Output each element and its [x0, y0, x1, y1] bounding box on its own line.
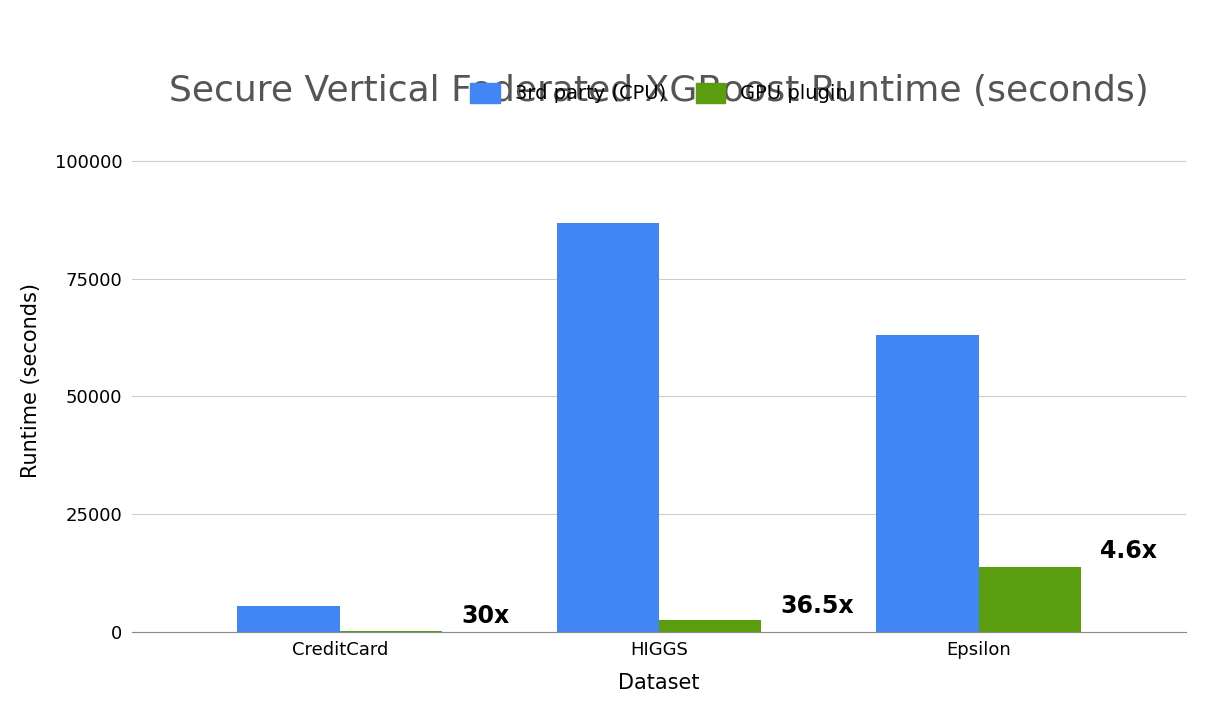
Title: Secure Vertical Federated XGBoost Runtime (seconds): Secure Vertical Federated XGBoost Runtim…: [169, 74, 1149, 108]
Text: 4.6x: 4.6x: [1100, 539, 1158, 563]
Text: 30x: 30x: [461, 604, 509, 628]
Bar: [659, 620, 762, 632]
Legend: 3rd party (CPU), GPU plugin: 3rd party (CPU), GPU plugin: [461, 73, 858, 113]
Bar: [979, 567, 1080, 632]
Text: 36.5x: 36.5x: [781, 594, 855, 618]
Bar: [556, 223, 659, 632]
Y-axis label: Runtime (seconds): Runtime (seconds): [21, 283, 41, 478]
X-axis label: Dataset: Dataset: [618, 673, 700, 693]
Bar: [876, 336, 979, 632]
Bar: [238, 605, 339, 632]
Bar: [339, 630, 442, 632]
